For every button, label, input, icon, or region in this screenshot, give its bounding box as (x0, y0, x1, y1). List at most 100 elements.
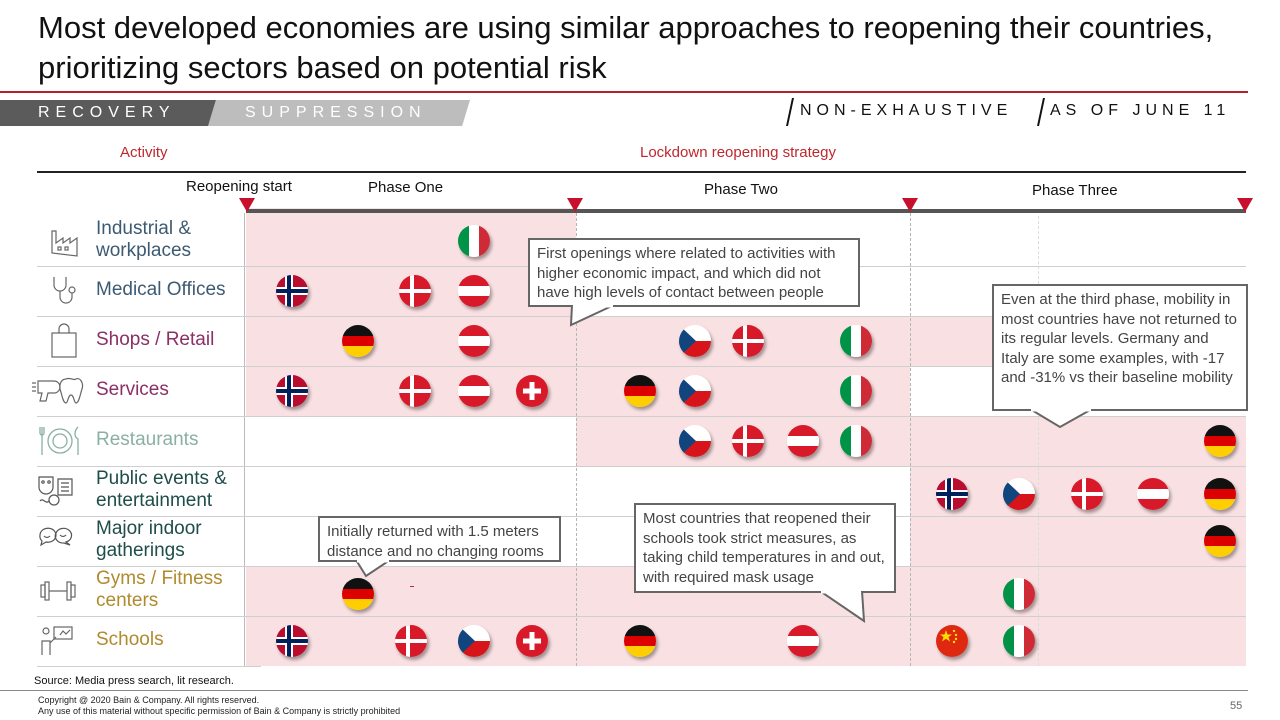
austria-flag-icon (458, 275, 490, 307)
denmark-flag-icon (1071, 478, 1103, 510)
callout-third-phase: Even at the third phase, mobility in mos… (992, 284, 1248, 411)
row-divider (37, 366, 1246, 367)
czechia-flag-icon (458, 625, 490, 657)
phase-divider (910, 213, 911, 666)
callout-pointer (1028, 409, 1095, 429)
germany-flag-icon (624, 625, 656, 657)
phase-two-label: Phase Two (704, 181, 778, 198)
germany-flag-icon (1204, 525, 1236, 557)
row-divider (37, 666, 261, 667)
theater-masks-icon (36, 473, 73, 509)
row-divider (37, 316, 1246, 317)
source-note: Source: Media press search, lit research… (34, 675, 234, 687)
footer-divider (0, 690, 1248, 691)
dumbbell-icon (38, 573, 76, 609)
callout-text: Even at the third phase, mobility in mos… (1001, 291, 1237, 386)
tab-suppression-label: SUPPRESSION (245, 104, 427, 121)
activity-label: Gyms / Fitness centers (96, 568, 223, 611)
callout-text: Most countries that reopened their schoo… (643, 510, 885, 586)
italy-flag-icon (458, 225, 490, 257)
denmark-flag-icon (732, 425, 764, 457)
norway-flag-icon (276, 275, 308, 307)
phase-band (576, 416, 1246, 466)
services-icon (30, 373, 84, 409)
slash-divider (786, 98, 794, 126)
activity-label: Schools (96, 629, 164, 650)
phase-divider (1038, 216, 1039, 666)
callout-first-openings: First openings where related to activiti… (528, 238, 860, 307)
italy-flag-icon (840, 425, 872, 457)
denmark-flag-icon (732, 325, 764, 357)
norway-flag-icon (276, 375, 308, 407)
germany-flag-icon (342, 578, 374, 610)
italy-flag-icon (840, 375, 872, 407)
germany-flag-icon (624, 375, 656, 407)
page-number: 55 (1230, 700, 1243, 712)
tab-recovery-label: RECOVERY (38, 104, 176, 121)
title-divider (0, 91, 1248, 93)
activity-label: Public events & entertainment (96, 468, 227, 511)
callout-schools: Most countries that reopened their schoo… (634, 503, 896, 593)
row-divider (37, 616, 1246, 617)
header-divider (37, 171, 1246, 173)
italy-flag-icon (1003, 625, 1035, 657)
phase-one-label: Phase One (368, 179, 444, 196)
non-exhaustive-tag: NON-EXHAUSTIVE (800, 102, 1013, 119)
phase-start-label: Reopening start (186, 178, 292, 195)
callout-pointer (569, 305, 615, 327)
germany-flag-icon (1204, 478, 1236, 510)
switzerland-flag-icon (516, 625, 548, 657)
denmark-flag-icon (399, 375, 431, 407)
czechia-flag-icon (1003, 478, 1035, 510)
callout-distance: Initially returned with 1.5 meters dista… (318, 516, 561, 562)
italy-flag-icon (1003, 578, 1035, 610)
row-divider (37, 416, 1246, 417)
stethoscope-icon (46, 273, 82, 309)
timeline-marker (902, 198, 918, 212)
austria-flag-icon (787, 425, 819, 457)
disclaimer-text: Any use of this material without specifi… (38, 706, 401, 716)
activity-label: Medical Offices (96, 279, 226, 300)
phase-divider (576, 213, 577, 666)
shopping-bag-icon (46, 323, 82, 359)
timeline-bar (246, 209, 1246, 213)
activity-label: Industrial & workplaces (96, 218, 192, 261)
grid-axis-line (244, 213, 245, 666)
czechia-flag-icon (679, 375, 711, 407)
tab-suppression[interactable] (208, 100, 470, 126)
italy-flag-icon (840, 325, 872, 357)
row-divider (37, 466, 1246, 467)
denmark-flag-icon (395, 625, 427, 657)
callout-pointer (354, 560, 392, 578)
activity-label: Shops / Retail (96, 329, 215, 350)
denmark-flag-icon (399, 275, 431, 307)
timeline-marker (567, 198, 583, 212)
as-of-date-tag: AS OF JUNE 11 (1050, 102, 1231, 119)
timeline-marker (1237, 198, 1253, 212)
czechia-flag-icon (679, 425, 711, 457)
phase-band (910, 516, 1246, 566)
chat-bubbles-icon (36, 523, 73, 559)
stray-mark (410, 586, 414, 587)
activity-label: Services (96, 379, 169, 400)
austria-flag-icon (458, 375, 490, 407)
activity-header: Activity (120, 144, 168, 161)
phase-three-label: Phase Three (1032, 182, 1118, 199)
norway-flag-icon (936, 478, 968, 510)
timeline-marker (239, 198, 255, 212)
norway-flag-icon (276, 625, 308, 657)
tab-recovery[interactable] (0, 100, 218, 126)
activity-label: Major indoor gatherings (96, 518, 202, 561)
plate-cutlery-icon (38, 423, 79, 459)
strategy-header: Lockdown reopening strategy (640, 144, 836, 161)
teacher-board-icon (36, 623, 73, 659)
slide-title: Most developed economies are using simil… (38, 10, 1214, 85)
germany-flag-icon (342, 325, 374, 357)
china-flag-icon (936, 625, 968, 657)
austria-flag-icon (787, 625, 819, 657)
callout-text: Initially returned with 1.5 meters dista… (327, 523, 544, 560)
activity-label: Restaurants (96, 429, 199, 450)
slash-divider (1037, 98, 1045, 126)
switzerland-flag-icon (516, 375, 548, 407)
copyright-text: Copyright @ 2020 Bain & Company. All rig… (38, 695, 260, 705)
